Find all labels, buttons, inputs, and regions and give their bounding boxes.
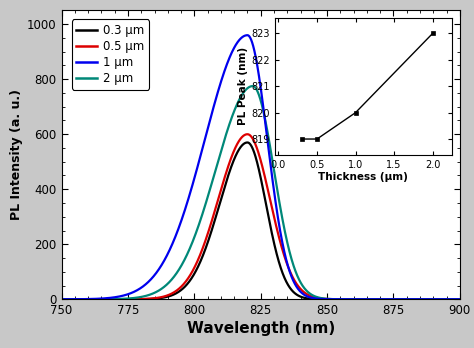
- X-axis label: Wavelength (nm): Wavelength (nm): [187, 321, 335, 336]
- Y-axis label: PL Intensity (a. u.): PL Intensity (a. u.): [10, 89, 23, 220]
- Legend: 0.3 μm, 0.5 μm, 1 μm, 2 μm: 0.3 μm, 0.5 μm, 1 μm, 2 μm: [72, 19, 149, 89]
